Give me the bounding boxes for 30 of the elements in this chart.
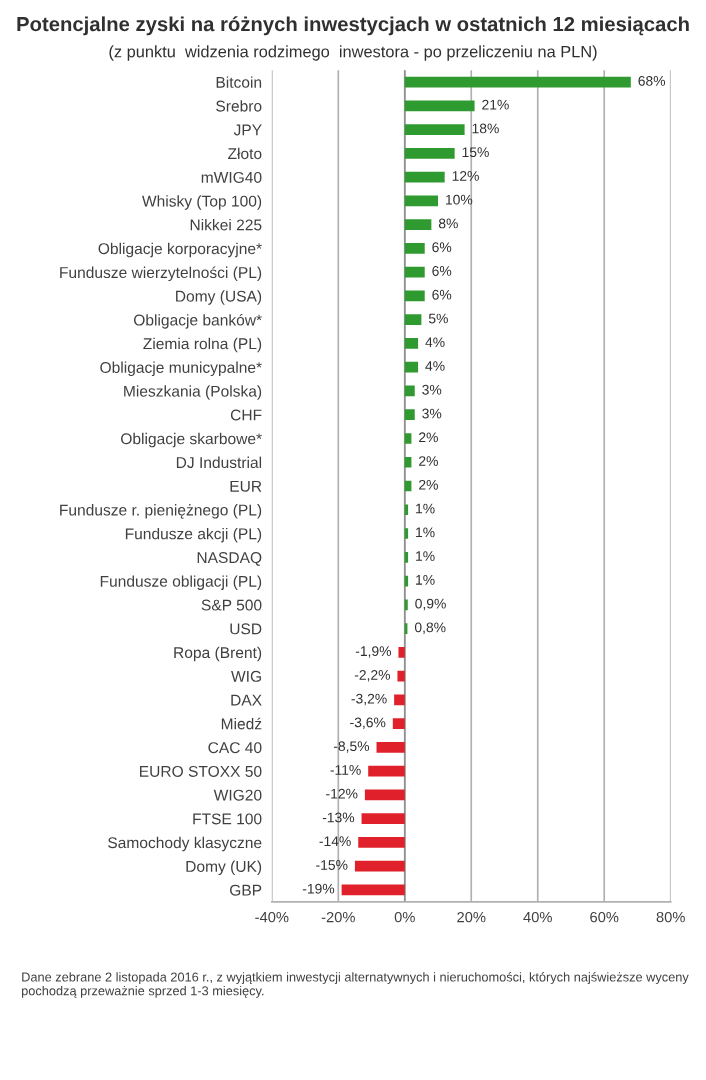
chart-subtitle: (z punktu widzenia rodzimego inwestora - po przeliczeniu na PLN)	[109, 45, 597, 61]
bar	[394, 694, 405, 706]
bar	[376, 742, 405, 753]
bar	[404, 219, 432, 230]
bar	[404, 290, 425, 302]
bar	[392, 718, 405, 729]
chart-title: Potencjalne zyski na różnych inwestycjach w ostatnich 12 miesiącach	[17, 16, 689, 36]
bar	[364, 789, 405, 801]
bar	[404, 195, 439, 207]
bar	[404, 76, 631, 88]
bar	[397, 670, 405, 682]
bar	[404, 314, 422, 326]
bar	[404, 148, 455, 159]
bar	[404, 361, 419, 373]
bar	[404, 124, 465, 135]
bar	[404, 100, 475, 112]
bar	[368, 765, 405, 777]
bar	[404, 409, 415, 421]
bar	[404, 433, 412, 444]
bar	[398, 646, 405, 658]
bar	[404, 171, 445, 183]
bar	[361, 813, 405, 824]
bar	[358, 837, 405, 848]
bar	[341, 884, 405, 896]
bar	[404, 243, 425, 254]
bar	[404, 456, 412, 468]
bar	[354, 860, 405, 872]
bar	[404, 385, 415, 397]
bar	[404, 266, 425, 278]
bar	[404, 338, 419, 349]
